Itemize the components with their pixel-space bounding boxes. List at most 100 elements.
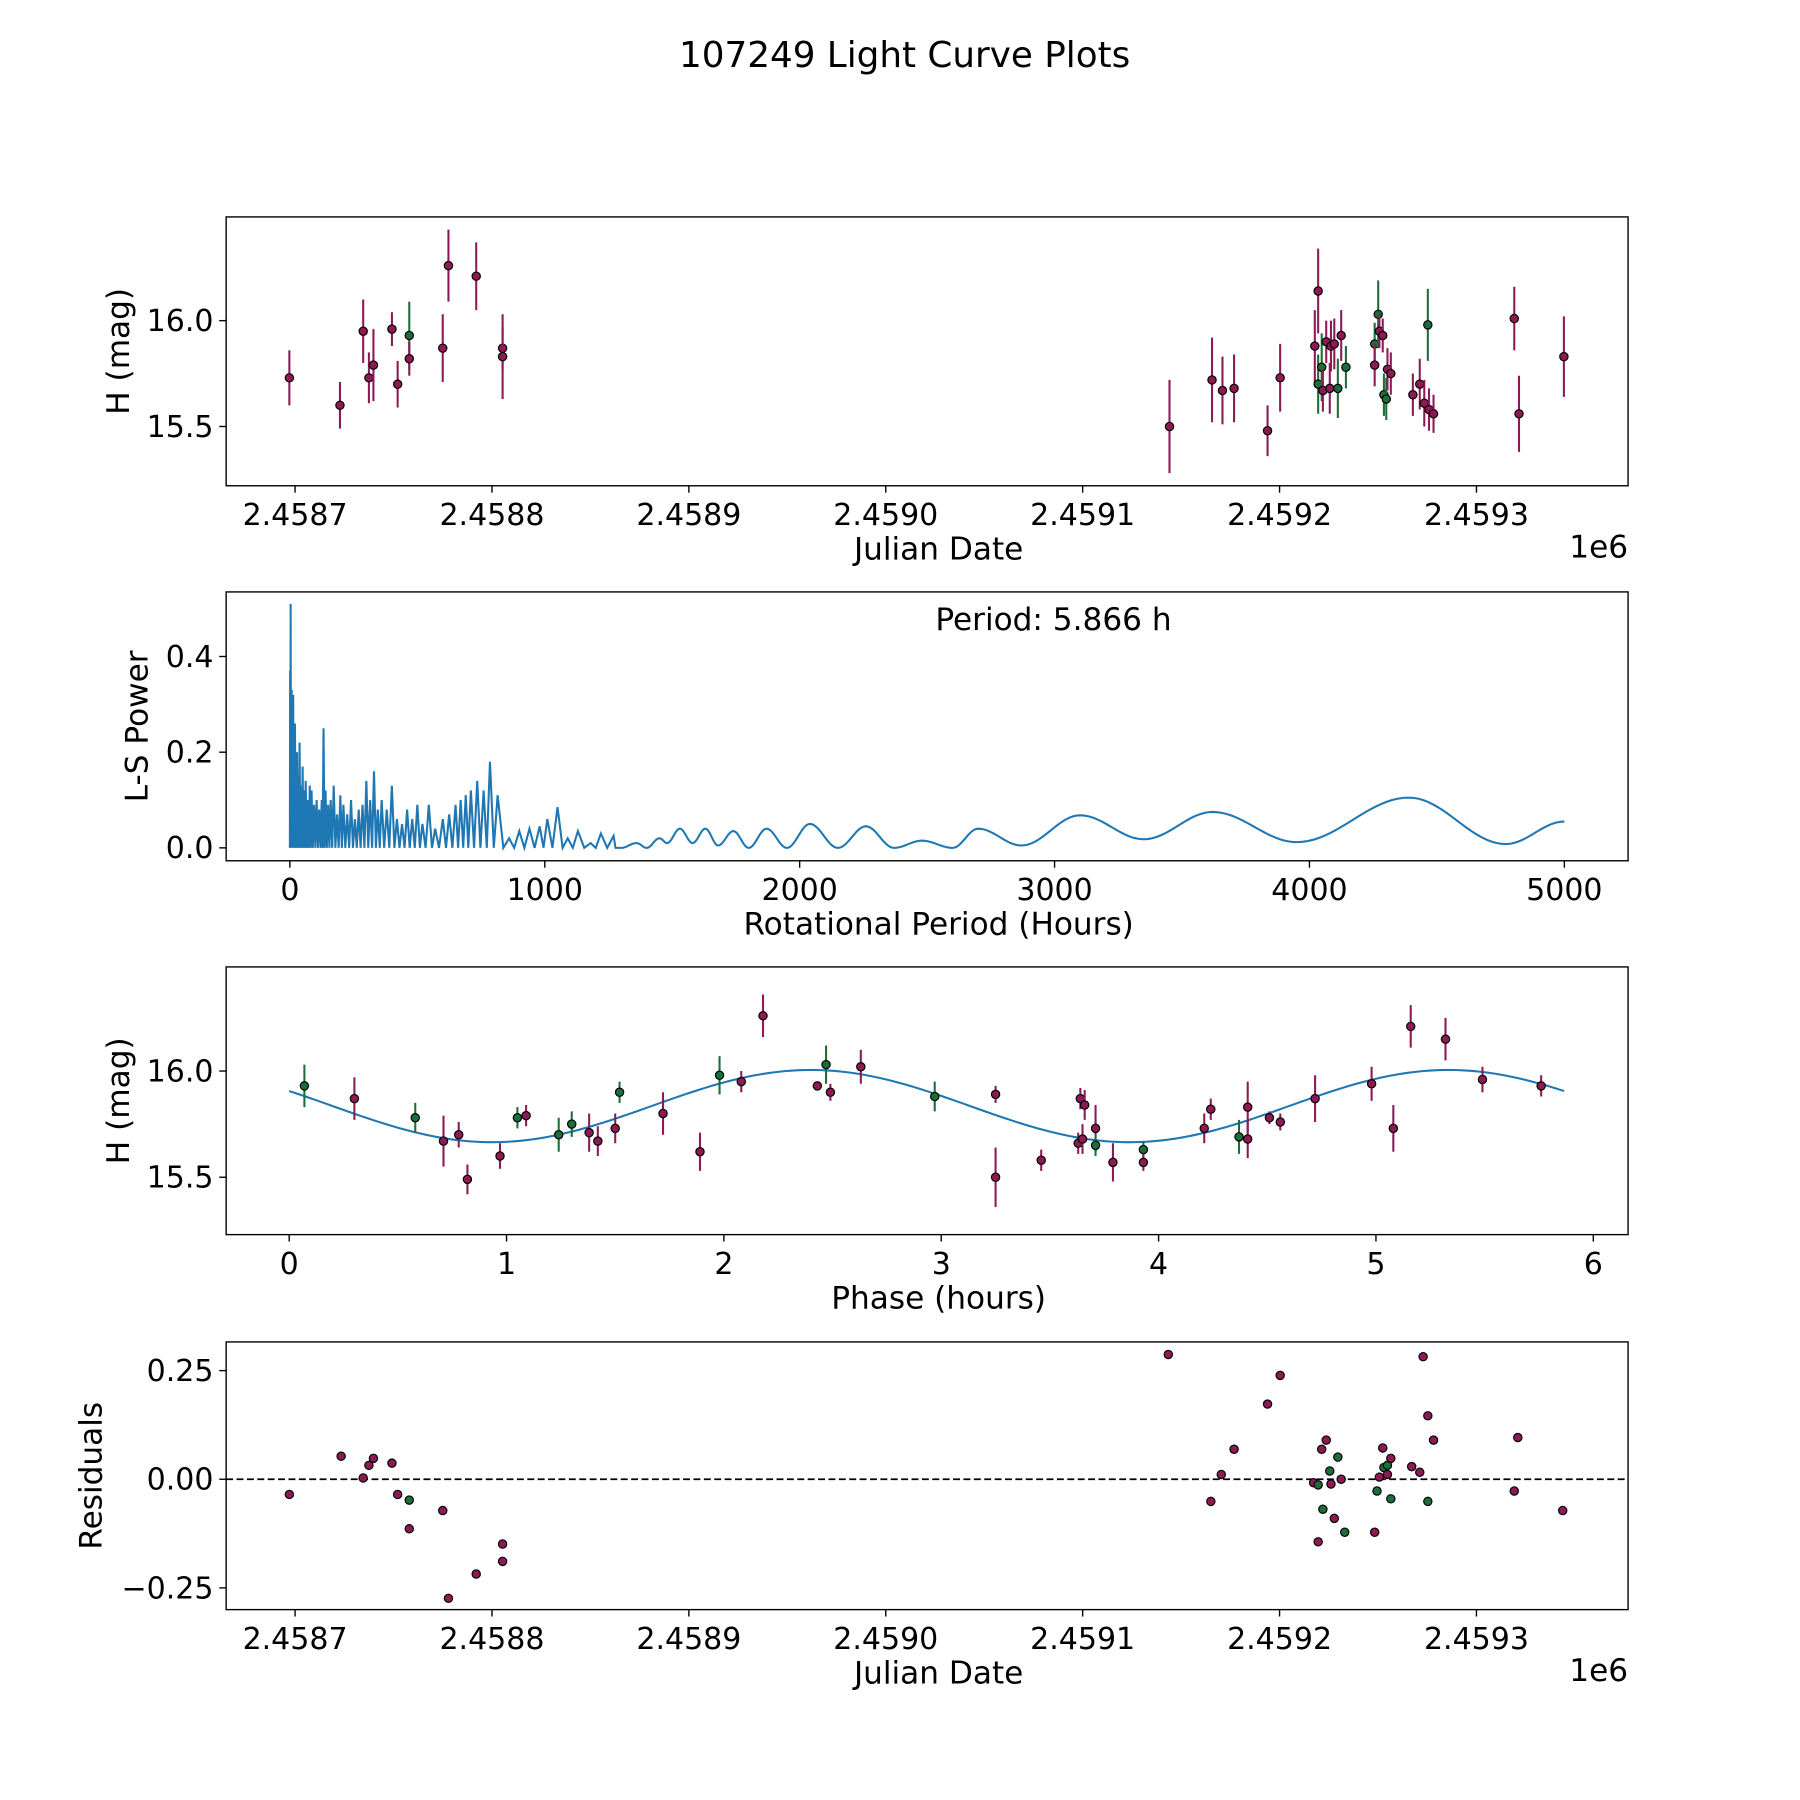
data-point: [1386, 368, 1396, 379]
data-point: [1216, 1469, 1227, 1480]
data-point: [1229, 383, 1239, 394]
x-tick-label: 2.4593: [1424, 498, 1529, 533]
data-point: [1164, 421, 1175, 432]
y-tick-label: 0.4: [166, 640, 214, 675]
data-point: [497, 1556, 508, 1567]
data-point: [495, 1151, 505, 1161]
light-curve-plot-area: [284, 229, 1569, 474]
data-point: [1217, 385, 1228, 396]
periodogram-plot-area: [288, 603, 1565, 852]
x-tick-label: 5000: [1526, 873, 1602, 908]
x-tick-label: 2.4593: [1424, 1622, 1529, 1657]
y-tick-label: −0.25: [122, 1571, 214, 1606]
data-point: [1557, 1505, 1568, 1516]
data-point: [358, 1473, 368, 1483]
data-point: [1333, 1452, 1343, 1462]
y-tick-label: 16.0: [147, 304, 214, 339]
data-point: [825, 1087, 836, 1098]
data-point: [1326, 1479, 1336, 1489]
data-point: [497, 351, 508, 362]
x-tick-label: 2.4592: [1227, 1622, 1332, 1657]
axes-frame: [225, 591, 1629, 862]
data-point: [438, 1136, 449, 1146]
data-point: [438, 343, 448, 353]
data-point: [1199, 1123, 1209, 1134]
data-point: [1077, 1134, 1088, 1144]
x-offset-text: 1e6: [1569, 529, 1628, 565]
data-point: [1206, 1104, 1216, 1114]
y-tick-label: 0.00: [147, 1463, 214, 1498]
data-point: [1440, 1034, 1451, 1044]
data-point: [404, 330, 415, 341]
x-axis-label: Julian Date: [852, 1655, 1023, 1691]
data-point: [387, 1458, 397, 1468]
axes-frame: [225, 216, 1629, 487]
data-point: [990, 1089, 1001, 1100]
data-point: [812, 1081, 823, 1091]
data-point: [299, 1081, 310, 1091]
data-point: [1378, 1443, 1388, 1453]
data-point: [1310, 1093, 1320, 1104]
data-point: [284, 373, 295, 383]
data-point: [610, 1123, 620, 1134]
data-point: [471, 1569, 481, 1579]
data-point: [1138, 1157, 1149, 1168]
x-tick-label: 3: [932, 1247, 951, 1282]
x-tick-label: 1000: [507, 873, 583, 908]
data-point: [1325, 383, 1335, 394]
data-point: [1036, 1155, 1046, 1165]
light-curve-panel: 2.4587 2.4588 2.4589 2.4590 2.4591 2.4592 2.45…: [101, 216, 1629, 568]
data-point: [1513, 1432, 1523, 1443]
x-tick-label: 2.4590: [833, 1622, 938, 1657]
data-point: [1313, 286, 1323, 296]
data-point: [1163, 1349, 1174, 1360]
lomb-scargle-power-line: [288, 603, 1565, 852]
data-point: [658, 1108, 668, 1119]
data-point: [1509, 313, 1519, 324]
period-annotation: Period: 5.866 h: [935, 602, 1171, 638]
x-tick-label: 2.4587: [243, 498, 348, 533]
data-point: [553, 1130, 564, 1140]
x-tick-label: 1: [497, 1247, 516, 1282]
data-point: [1366, 1079, 1377, 1089]
data-point: [1406, 1461, 1417, 1472]
data-point: [1415, 379, 1425, 389]
x-tick-label: 2.4589: [636, 498, 741, 533]
x-axis-label: Rotational Period (Hours): [743, 907, 1133, 943]
data-point: [1275, 373, 1285, 383]
data-point: [410, 1113, 420, 1123]
data-point: [1262, 425, 1273, 436]
y-axis-label: Residuals: [74, 1402, 110, 1550]
data-point: [404, 1495, 415, 1505]
data-point: [1509, 1486, 1519, 1496]
data-point: [1477, 1074, 1488, 1085]
data-point: [443, 260, 454, 271]
data-point: [1262, 1399, 1273, 1409]
data-point: [1423, 320, 1433, 330]
data-point: [1374, 1472, 1385, 1482]
data-point: [929, 1091, 940, 1102]
data-point: [1108, 1157, 1118, 1168]
data-point: [1369, 1527, 1380, 1537]
data-point: [1378, 330, 1388, 341]
data-point: [1090, 1140, 1101, 1151]
data-point: [1408, 390, 1418, 400]
data-point: [990, 1172, 1001, 1182]
data-point: [497, 1539, 508, 1549]
data-point: [1514, 409, 1524, 419]
data-point: [821, 1059, 831, 1070]
data-point: [364, 373, 374, 383]
data-point: [1329, 1513, 1340, 1524]
data-point: [1321, 1435, 1331, 1445]
data-point: [1340, 1527, 1350, 1537]
data-point: [392, 379, 403, 389]
residuals-panel: 2.4587 2.4588 2.4589 2.4590 2.4591 2.4592 2.45…: [74, 1341, 1629, 1691]
x-tick-label: 6: [1584, 1247, 1603, 1282]
data-point: [1242, 1134, 1253, 1144]
x-tick-label: 0: [280, 1247, 299, 1282]
data-point: [512, 1113, 523, 1123]
data-point: [404, 1524, 415, 1534]
data-point: [584, 1127, 594, 1138]
axes-frame: [225, 966, 1629, 1236]
